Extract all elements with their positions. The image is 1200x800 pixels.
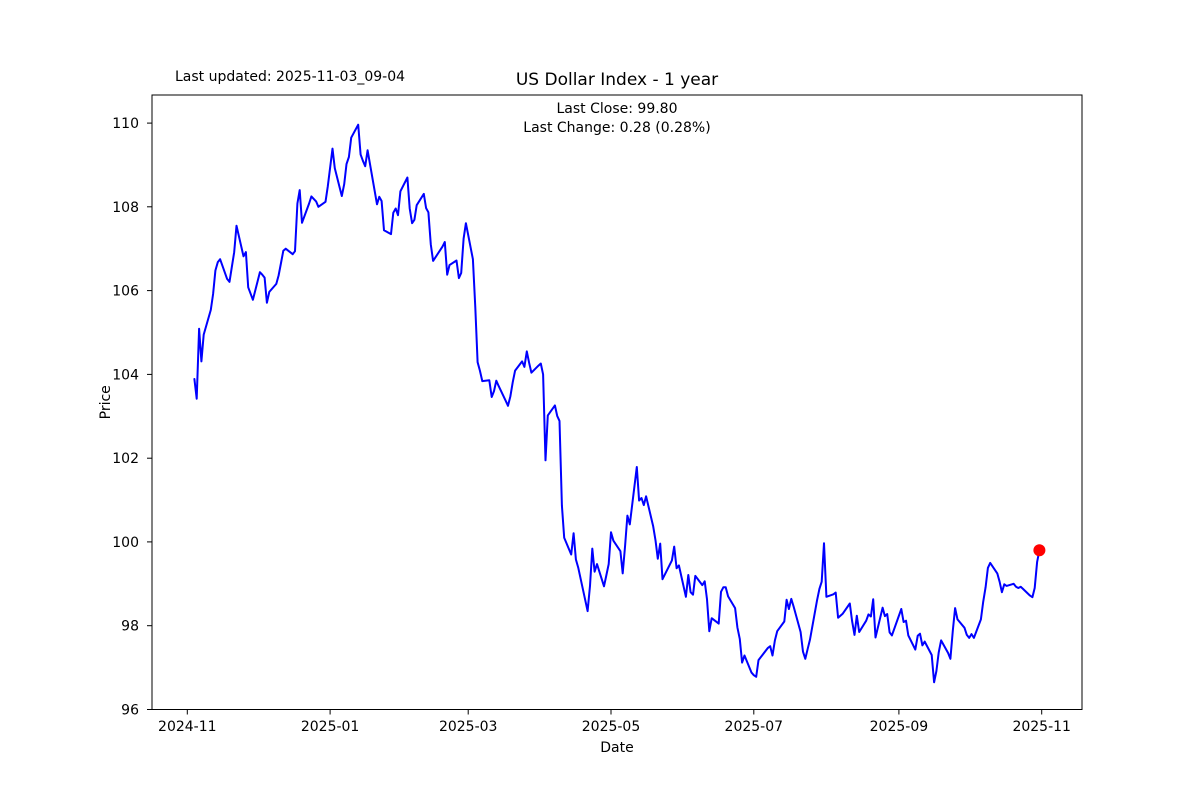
x-axis-label: Date — [600, 740, 633, 756]
y-tick-label: 96 — [121, 703, 139, 719]
y-axis-label: Price — [98, 385, 114, 419]
last-change-text: Last Change: 0.28 (0.28%) — [523, 120, 711, 136]
y-tick-label: 98 — [121, 619, 139, 635]
x-tick-label: 2025-03 — [439, 719, 498, 735]
x-tick-label: 2025-11 — [1012, 719, 1071, 735]
y-tick-label: 106 — [112, 284, 139, 300]
y-tick-label: 102 — [112, 451, 139, 467]
x-tick-label: 2025-07 — [725, 719, 784, 735]
last-close-text: Last Close: 99.80 — [556, 101, 678, 117]
price-line — [193, 123, 1041, 684]
y-tick-label: 104 — [112, 367, 139, 383]
x-tick-label: 2025-05 — [582, 719, 641, 735]
x-tick-label: 2025-01 — [301, 719, 360, 735]
chart-title: US Dollar Index - 1 year — [515, 70, 719, 90]
x-tick-label: 2025-09 — [870, 719, 929, 735]
annotation: Last Close: 99.80 Last Change: 0.28 (0.2… — [152, 100, 1082, 138]
last-close-marker — [1033, 544, 1046, 557]
axes-frame — [151, 94, 1083, 710]
y-tick-label: 110 — [112, 116, 139, 132]
x-tick-label: 2024-11 — [158, 719, 217, 735]
y-tick-label: 108 — [112, 200, 139, 216]
last-updated-text: Last updated: 2025-11-03_09-04 — [175, 69, 406, 85]
y-tick-label: 100 — [112, 535, 139, 551]
